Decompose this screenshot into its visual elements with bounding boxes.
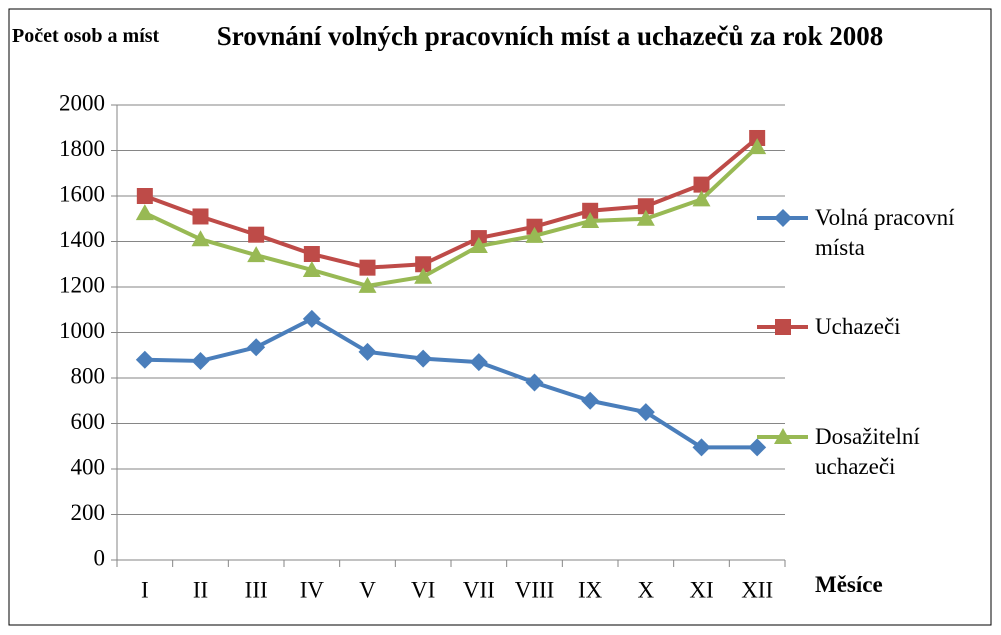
marker — [636, 403, 655, 422]
marker — [692, 190, 711, 207]
marker — [414, 349, 433, 368]
x-axis-label: Měsíce — [815, 572, 883, 597]
marker — [692, 438, 711, 457]
x-tick-label: XII — [741, 577, 773, 602]
marker — [247, 338, 266, 357]
marker — [247, 246, 266, 263]
marker — [414, 267, 433, 284]
y-tick-label: 800 — [71, 363, 106, 388]
marker — [469, 237, 488, 254]
marker — [469, 353, 488, 372]
marker — [748, 138, 767, 155]
series-line — [144, 316, 758, 450]
marker — [582, 202, 599, 219]
marker — [358, 342, 377, 361]
marker — [581, 212, 600, 229]
legend-label: Dosažitelní uchazeči — [815, 424, 920, 479]
marker — [526, 218, 543, 235]
marker — [415, 256, 432, 273]
marker — [774, 209, 792, 227]
marker — [191, 230, 210, 247]
marker — [191, 351, 210, 370]
x-tick-label: VIII — [515, 577, 555, 602]
chart-title: Srovnání volných pracovních míst a uchaz… — [216, 21, 884, 51]
y-tick-label: 400 — [71, 454, 106, 479]
marker — [248, 226, 265, 243]
marker — [525, 226, 544, 243]
x-tick-label: XI — [689, 577, 713, 602]
y-tick-label: 2000 — [59, 90, 105, 115]
marker — [136, 188, 153, 204]
x-tick-label: VII — [463, 577, 495, 602]
x-tick-label: I — [141, 577, 149, 602]
legend-label: Uchazeči — [815, 314, 901, 339]
y-tick-label: 200 — [71, 500, 106, 525]
y-tick-label: 1600 — [59, 181, 105, 206]
x-tick-label: III — [245, 577, 268, 602]
marker — [192, 208, 209, 225]
y-tick-label: 1800 — [59, 136, 105, 161]
marker — [302, 309, 321, 328]
marker — [302, 260, 321, 277]
marker — [637, 198, 654, 215]
marker — [636, 209, 655, 226]
x-tick-label: IX — [578, 577, 603, 602]
y-tick-label: 0 — [94, 545, 106, 570]
x-tick-label: VI — [411, 577, 435, 602]
series-line — [144, 136, 759, 270]
x-tick-label: IV — [300, 577, 325, 602]
y-tick-label: 1400 — [59, 227, 105, 252]
legend-label: Volná pracovní místa — [815, 205, 955, 260]
marker — [775, 319, 791, 335]
marker — [749, 129, 766, 146]
marker — [359, 259, 376, 276]
x-tick-label: X — [638, 577, 655, 602]
marker — [581, 391, 600, 410]
marker — [358, 276, 377, 293]
x-tick-label: V — [359, 577, 376, 602]
x-tick-label: II — [193, 577, 208, 602]
marker — [774, 428, 792, 444]
y-tick-label: 1000 — [59, 318, 105, 343]
series-line — [143, 145, 759, 288]
marker — [303, 246, 320, 263]
marker — [693, 176, 710, 193]
y-tick-label: 600 — [71, 409, 106, 434]
frame — [8, 8, 992, 626]
y-axis-label: Počet osob a míst — [12, 25, 160, 47]
y-tick-label: 1200 — [59, 272, 105, 297]
marker — [135, 350, 154, 369]
marker — [135, 204, 154, 221]
marker — [748, 438, 767, 457]
marker — [525, 373, 544, 392]
